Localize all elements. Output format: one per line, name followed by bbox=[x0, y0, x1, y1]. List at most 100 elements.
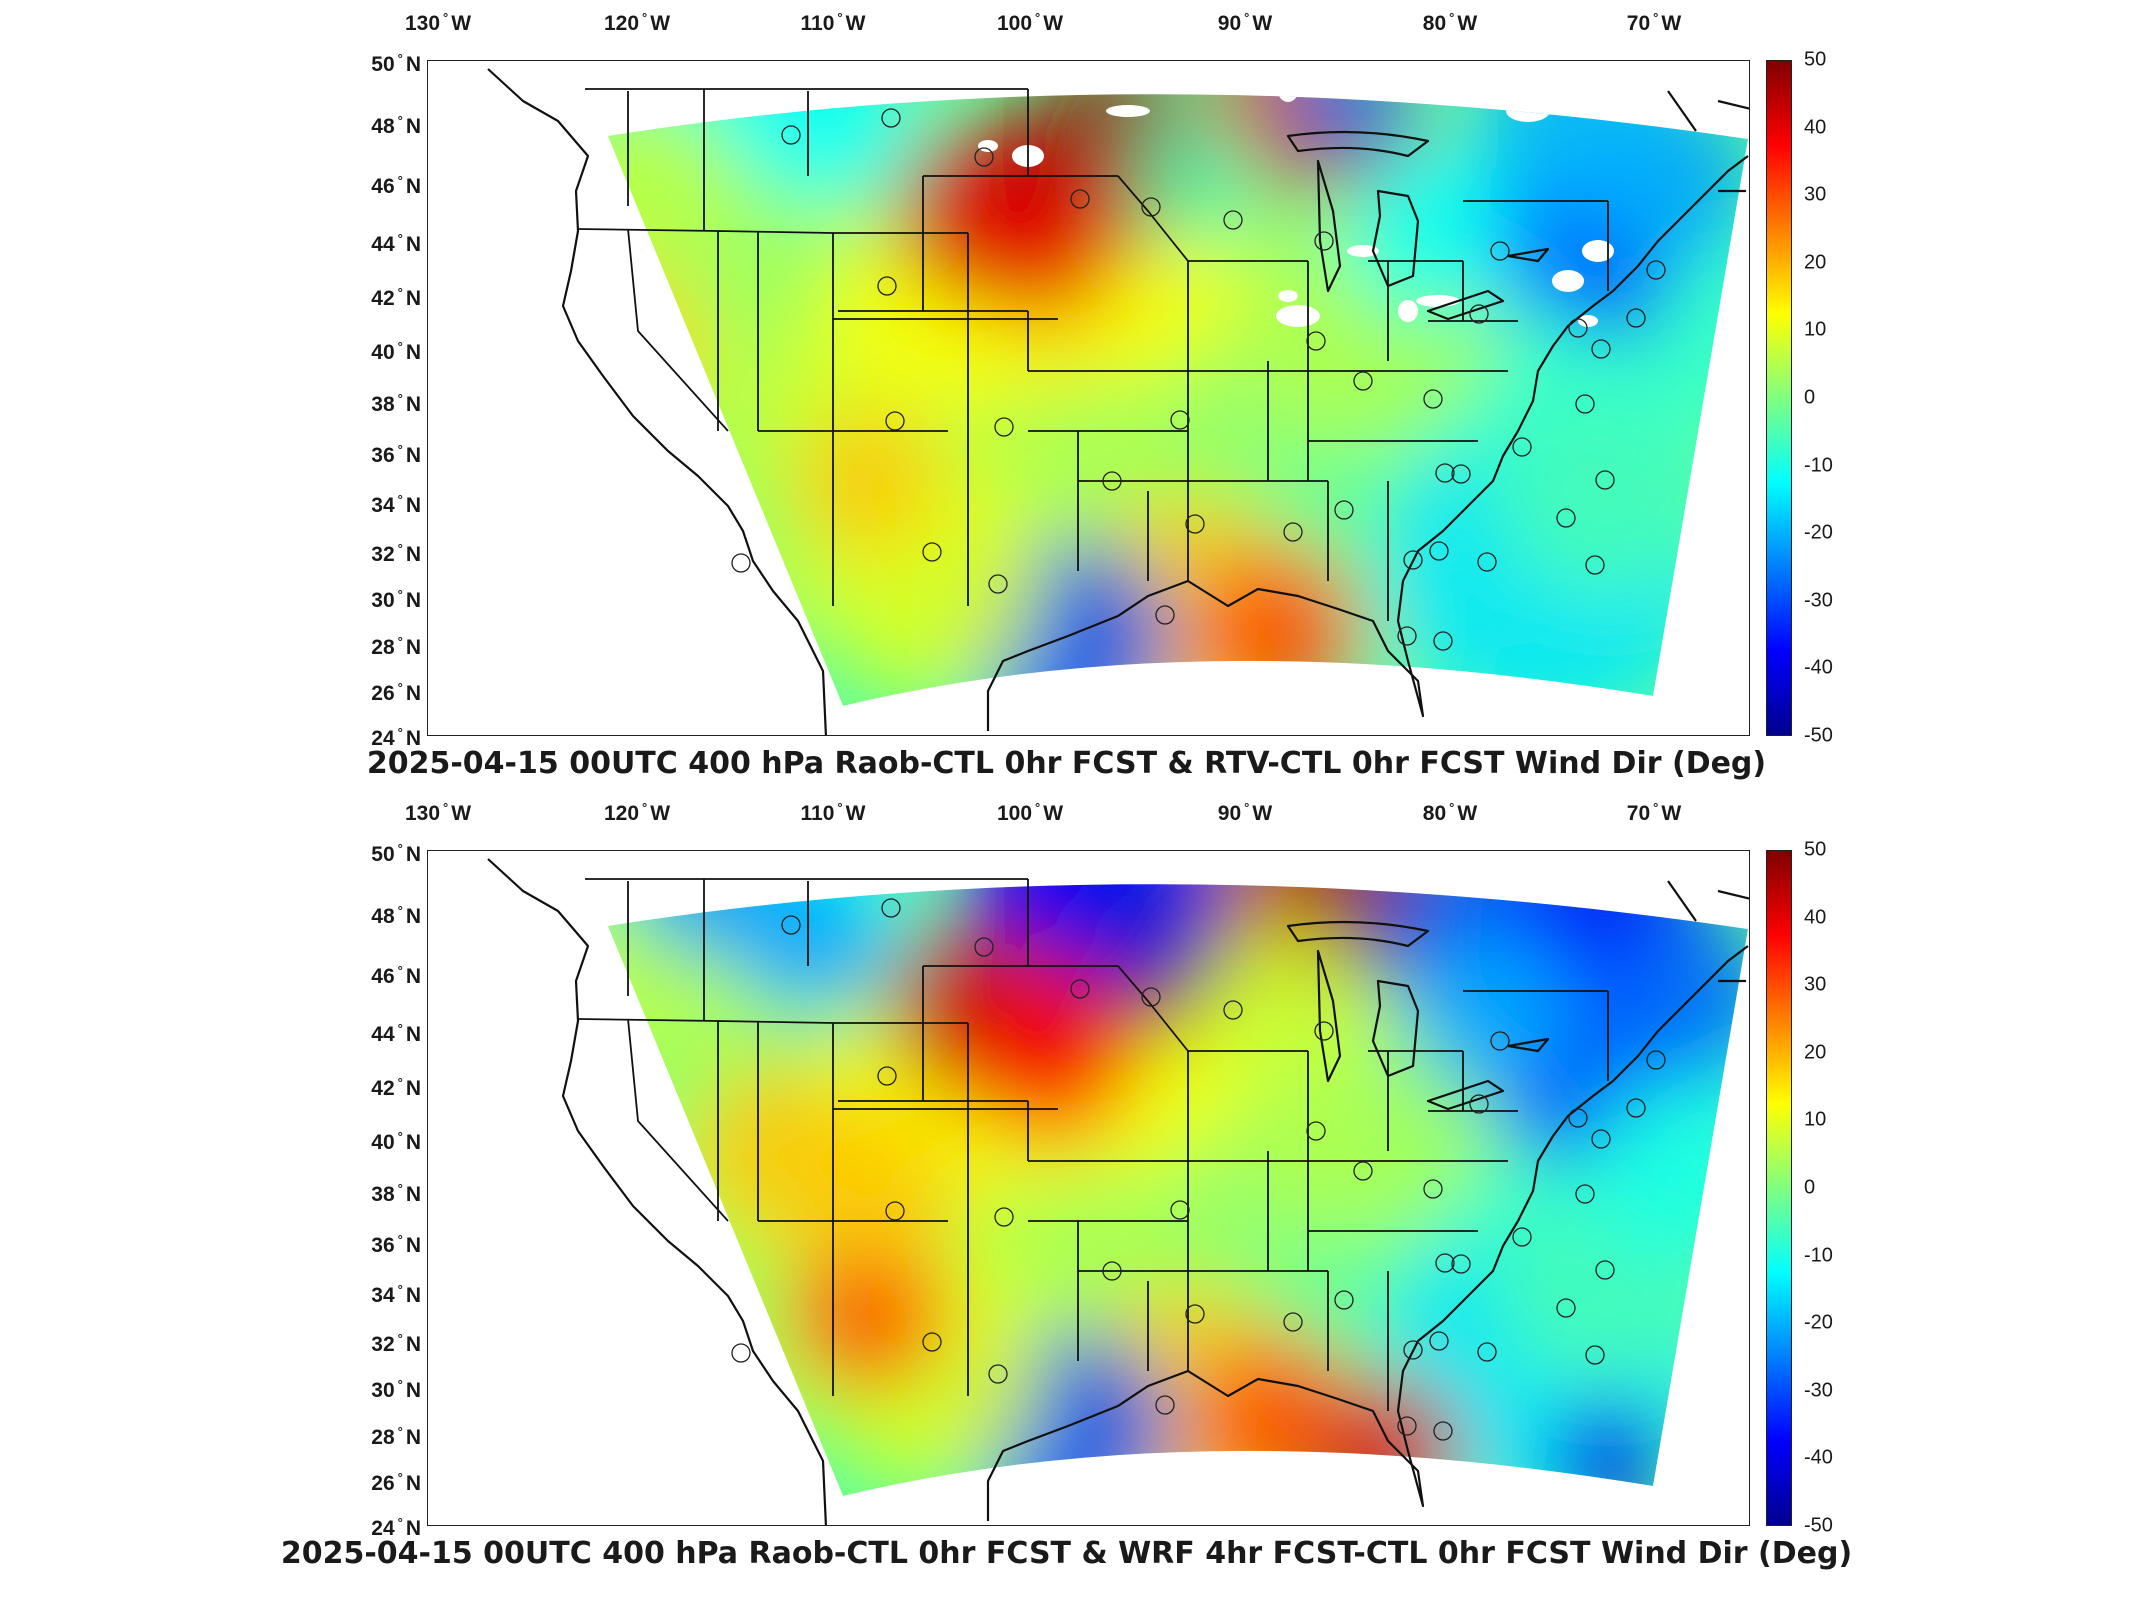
longitude-tick-label: 100 ° W bbox=[996, 800, 1064, 825]
raob-station-marker bbox=[1490, 241, 1510, 261]
raob-station-marker bbox=[731, 553, 751, 573]
raob-station-marker bbox=[1334, 1290, 1354, 1310]
raob-station-marker bbox=[1170, 1200, 1190, 1220]
raob-station-marker bbox=[1223, 210, 1243, 230]
map-title: 2025-04-15 00UTC 400 hPa Raob-CTL 0hr FC… bbox=[280, 1536, 1853, 1571]
raob-station-marker bbox=[1403, 550, 1423, 570]
map-title: 2025-04-15 00UTC 400 hPa Raob-CTL 0hr FC… bbox=[366, 746, 1767, 781]
raob-station-marker bbox=[1283, 522, 1303, 542]
longitude-tick-label: 90 ° W bbox=[1217, 10, 1273, 35]
colorbar-tick-label: 30 bbox=[1804, 973, 1827, 996]
degree-symbol: ° bbox=[1035, 10, 1041, 25]
raob-station-marker bbox=[1141, 197, 1161, 217]
raob-station-marker bbox=[881, 108, 901, 128]
raob-station-marker bbox=[1646, 1050, 1666, 1070]
raob-station-marker bbox=[1314, 231, 1334, 251]
degree-symbol: ° bbox=[397, 391, 403, 406]
colorbar-tick-label: 40 bbox=[1804, 906, 1827, 929]
raob-station-marker bbox=[1429, 541, 1449, 561]
raob-station-marker bbox=[1435, 1253, 1455, 1273]
raob-station-marker bbox=[1423, 389, 1443, 409]
wrf-wind-direction-map bbox=[427, 850, 1750, 1526]
raob-station-marker bbox=[1469, 304, 1489, 324]
raob-station-marker bbox=[1185, 514, 1205, 534]
raob-station-marker bbox=[1568, 1108, 1588, 1128]
raob-station-marker bbox=[1423, 1179, 1443, 1199]
raob-station-marker bbox=[1556, 508, 1576, 528]
degree-symbol: ° bbox=[397, 634, 403, 649]
raob-station-marker bbox=[1306, 331, 1326, 351]
raob-station-marker bbox=[1070, 979, 1090, 999]
rtv-wind-direction-map bbox=[427, 60, 1750, 736]
degree-symbol: ° bbox=[397, 51, 403, 66]
colorbar-tick-label: -20 bbox=[1804, 1311, 1833, 1334]
raob-stations bbox=[731, 108, 1666, 651]
degree-symbol: ° bbox=[397, 1075, 403, 1090]
raob-station-marker bbox=[994, 417, 1014, 437]
degree-symbol: ° bbox=[443, 10, 449, 25]
longitude-tick-label: 110 ° W bbox=[800, 10, 866, 35]
latitude-tick-label: 40 ° N bbox=[371, 339, 421, 364]
latitude-tick-label: 30 ° N bbox=[371, 1377, 421, 1402]
longitude-tick-label: 70 ° W bbox=[1626, 10, 1682, 35]
latitude-tick-label: 42 ° N bbox=[371, 1075, 421, 1100]
colorbar-tick-label: 0 bbox=[1804, 1176, 1816, 1199]
latitude-tick-label: 44 ° N bbox=[371, 1021, 421, 1046]
degree-symbol: ° bbox=[837, 10, 843, 25]
degree-symbol: ° bbox=[397, 680, 403, 695]
colorbar-tick-label: -10 bbox=[1804, 454, 1833, 477]
latitude-tick-label: 36 ° N bbox=[371, 442, 421, 467]
longitude-tick-label: 100 ° W bbox=[996, 10, 1064, 35]
degree-symbol: ° bbox=[397, 1331, 403, 1346]
longitude-tick-label: 120 ° W bbox=[603, 10, 671, 35]
degree-symbol: ° bbox=[397, 1470, 403, 1485]
raob-station-marker bbox=[1102, 1261, 1122, 1281]
raob-station-marker bbox=[1646, 260, 1666, 280]
raob-station-marker bbox=[877, 1066, 897, 1086]
raob-station-marker bbox=[1397, 626, 1417, 646]
raob-station-marker bbox=[1512, 1227, 1532, 1247]
colorbar bbox=[1766, 850, 1792, 1526]
degree-symbol: ° bbox=[397, 1232, 403, 1247]
latitude-tick-label: 50 ° N bbox=[371, 51, 421, 76]
raob-station-marker bbox=[1170, 410, 1190, 430]
latitude-tick-label: 28 ° N bbox=[371, 1424, 421, 1449]
raob-station-marker bbox=[922, 542, 942, 562]
longitude-tick-label: 120 ° W bbox=[603, 800, 671, 825]
degree-symbol: ° bbox=[443, 800, 449, 815]
degree-symbol: ° bbox=[397, 339, 403, 354]
raob-station-marker bbox=[1433, 1421, 1453, 1441]
raob-station-marker bbox=[1155, 605, 1175, 625]
degree-symbol: ° bbox=[1449, 800, 1455, 815]
latitude-tick-label: 28 ° N bbox=[371, 634, 421, 659]
longitude-tick-label: 80 ° W bbox=[1422, 800, 1478, 825]
degree-symbol: ° bbox=[397, 963, 403, 978]
raob-station-marker bbox=[1626, 308, 1646, 328]
latitude-tick-label: 44 ° N bbox=[371, 231, 421, 256]
degree-symbol: ° bbox=[1035, 800, 1041, 815]
raob-station-marker bbox=[988, 574, 1008, 594]
raob-station-marker bbox=[1585, 555, 1605, 575]
raob-stations bbox=[731, 898, 1666, 1441]
latitude-tick-label: 40 ° N bbox=[371, 1129, 421, 1154]
longitude-tick-label: 70 ° W bbox=[1626, 800, 1682, 825]
degree-symbol: ° bbox=[397, 541, 403, 556]
colorbar-tick-label: -30 bbox=[1804, 1379, 1833, 1402]
colorbar-tick-label: -10 bbox=[1804, 1244, 1833, 1267]
longitude-tick-label: 80 ° W bbox=[1422, 10, 1478, 35]
raob-station-marker bbox=[974, 937, 994, 957]
latitude-tick-label: 34 ° N bbox=[371, 1282, 421, 1307]
raob-station-marker bbox=[781, 125, 801, 145]
raob-station-marker bbox=[1595, 470, 1615, 490]
colorbar-tick-label: 20 bbox=[1804, 1041, 1827, 1064]
raob-station-marker bbox=[885, 411, 905, 431]
latitude-tick-label: 48 ° N bbox=[371, 903, 421, 928]
raob-station-marker bbox=[1185, 1304, 1205, 1324]
colorbar-tick-label: 50 bbox=[1804, 48, 1827, 71]
raob-station-marker bbox=[1451, 464, 1471, 484]
raob-station-marker bbox=[1469, 1094, 1489, 1114]
colorbar-tick-label: -50 bbox=[1804, 1514, 1833, 1537]
latitude-tick-label: 24 ° N bbox=[371, 1515, 421, 1540]
degree-symbol: ° bbox=[1244, 10, 1250, 25]
raob-station-marker bbox=[1397, 1416, 1417, 1436]
